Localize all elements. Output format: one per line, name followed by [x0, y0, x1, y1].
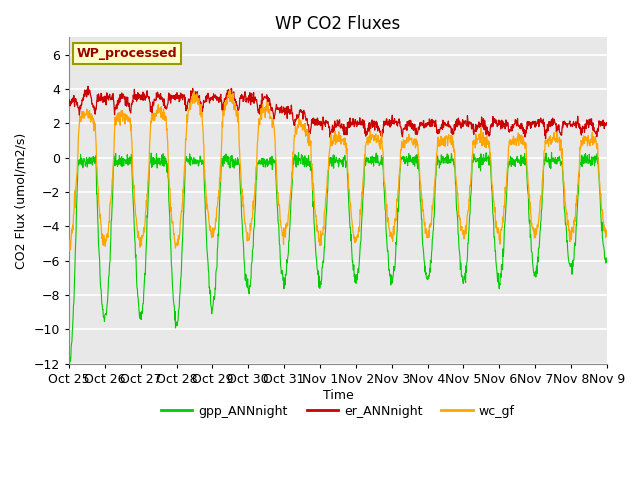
Text: WP_processed: WP_processed — [77, 47, 178, 60]
Title: WP CO2 Fluxes: WP CO2 Fluxes — [275, 15, 401, 33]
X-axis label: Time: Time — [323, 388, 353, 402]
Legend: gpp_ANNnight, er_ANNnight, wc_gf: gpp_ANNnight, er_ANNnight, wc_gf — [156, 400, 520, 423]
Y-axis label: CO2 Flux (umol/m2/s): CO2 Flux (umol/m2/s) — [15, 132, 28, 269]
